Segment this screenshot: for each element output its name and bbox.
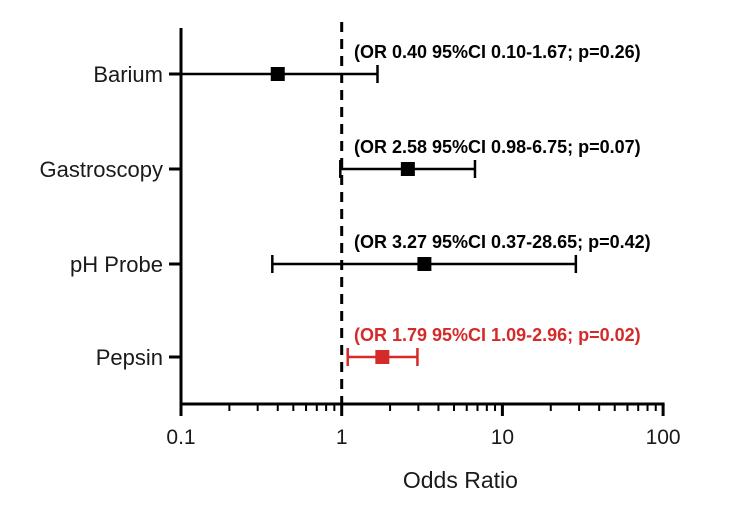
forest-row: pH Probe (OR 3.27 95%CI 0.37-28.65; p=0.4… (70, 232, 651, 277)
x-tick-label: 1 (336, 426, 348, 449)
row-annotation: (OR 2.58 95%CI 0.98-6.75; p=0.07) (354, 137, 641, 157)
category-label: Barium (93, 62, 163, 87)
row-annotation: (OR 0.40 95%CI 0.10-1.67; p=0.26) (354, 42, 641, 62)
category-label: pH Probe (70, 252, 163, 277)
x-axis-title: Odds Ratio (403, 467, 518, 493)
rows-layer: Barium (OR 0.40 95%CI 0.10-1.67; p=0.26) G… (40, 42, 651, 370)
point-estimate (417, 257, 432, 271)
category-label: Gastroscopy (40, 157, 164, 182)
x-tick-label: 0.1 (166, 426, 195, 449)
forest-row: Pepsin (OR 1.79 95%CI 1.09-2.96; p=0.02) (96, 325, 641, 370)
x-tick-label: 10 (491, 426, 514, 449)
axes-layer (179, 22, 665, 406)
forest-row: Gastroscopy (OR 2.58 95%CI 0.98-6.75; p=0… (40, 137, 641, 182)
forest-row: Barium (OR 0.40 95%CI 0.10-1.67; p=0.26) (93, 42, 640, 87)
row-annotation: (OR 1.79 95%CI 1.09-2.96; p=0.02) (354, 325, 641, 345)
x-tick-label: 100 (646, 426, 681, 449)
x-ticks-layer: 0.1 1 10 100 (166, 404, 681, 449)
point-estimate (400, 162, 415, 176)
point-estimate (270, 67, 285, 81)
row-annotation: (OR 3.27 95%CI 0.37-28.65; p=0.42) (354, 232, 651, 252)
point-estimate (375, 350, 390, 364)
category-label: Pepsin (96, 345, 163, 370)
